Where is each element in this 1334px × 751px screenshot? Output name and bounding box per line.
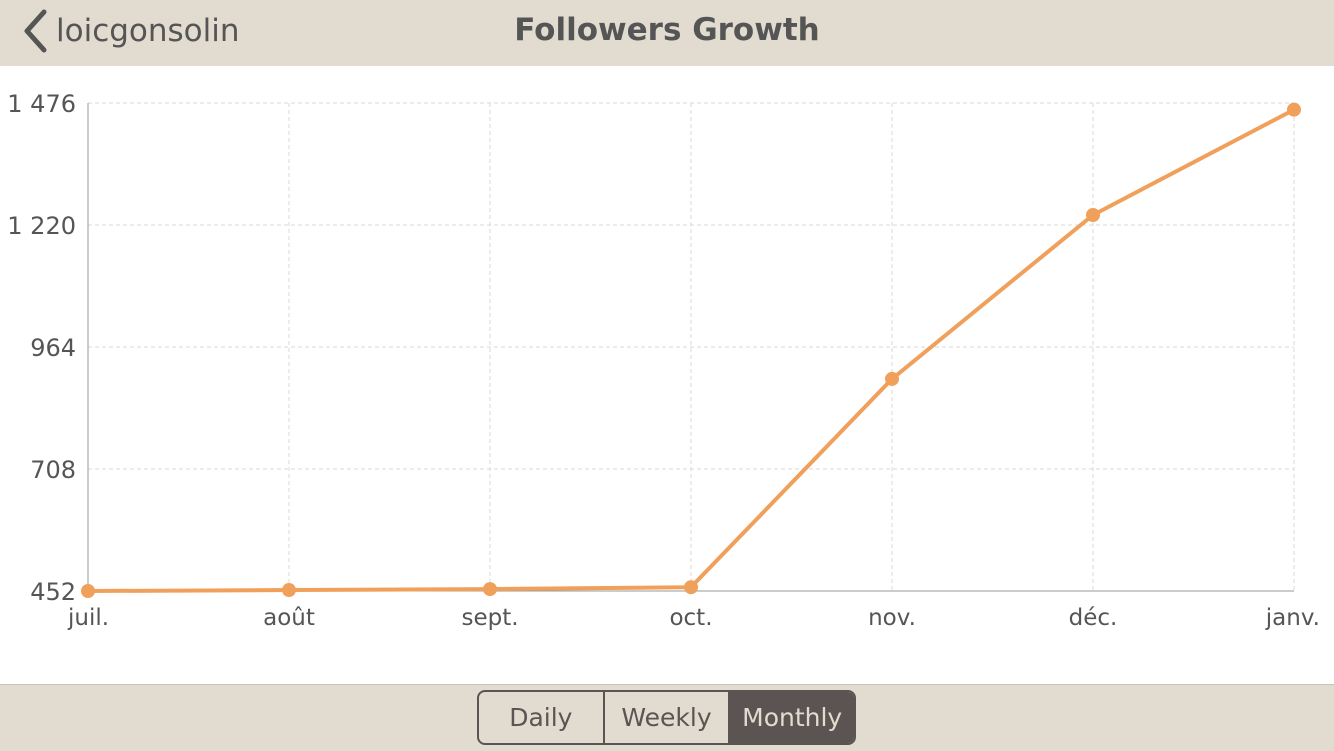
x-tick-label: oct. xyxy=(669,605,712,631)
y-tick-label: 1 476 xyxy=(7,90,76,118)
chevron-left-icon xyxy=(24,9,47,53)
x-tick-label: déc. xyxy=(1069,605,1118,631)
period-segmented-control: Daily Weekly Monthly xyxy=(477,690,856,745)
navigation-bar: loicgonsolin Followers Growth xyxy=(0,0,1334,66)
x-tick-label: juil. xyxy=(67,605,109,631)
x-tick-label: janv. xyxy=(1265,605,1320,631)
data-point xyxy=(885,371,899,386)
x-tick-label: nov. xyxy=(868,605,916,631)
y-tick-label: 964 xyxy=(30,334,76,362)
followers-line-chart: 452 708 964 1 220 1 476 juil. août sept. oct. nov… xyxy=(7,90,1320,631)
data-point xyxy=(483,582,497,597)
segment-weekly[interactable]: Weekly xyxy=(602,692,729,743)
data-point xyxy=(282,583,296,598)
back-button[interactable]: loicgonsolin xyxy=(22,8,240,54)
y-tick-label: 708 xyxy=(30,456,76,484)
segment-daily[interactable]: Daily xyxy=(509,703,573,732)
page-title: Followers Growth xyxy=(514,12,820,48)
bottom-toolbar: Daily Weekly Monthly xyxy=(0,684,1334,751)
segment-monthly[interactable]: Monthly xyxy=(728,692,854,743)
data-point xyxy=(1086,207,1100,222)
back-label: loicgonsolin xyxy=(56,13,240,49)
x-tick-label: août xyxy=(263,605,315,631)
data-point xyxy=(81,584,95,598)
y-tick-label: 1 220 xyxy=(7,212,76,240)
data-point xyxy=(684,580,698,595)
data-point xyxy=(1287,102,1301,117)
y-tick-label: 452 xyxy=(30,578,76,606)
x-tick-label: sept. xyxy=(461,605,518,631)
